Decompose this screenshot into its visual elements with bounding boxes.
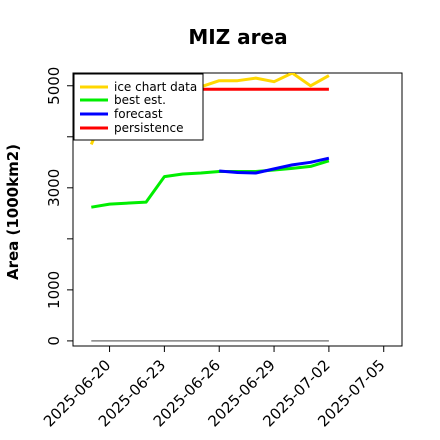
y-tick-label: 5000	[45, 67, 63, 105]
legend-label-forecast: forecast	[114, 107, 163, 121]
chart-title: MIZ area	[188, 25, 287, 49]
legend-label-best-est: best est.	[114, 93, 166, 107]
series-line-forecast	[219, 156, 330, 175]
plot-frame	[72, 72, 403, 347]
legend: ice chart data best est. forecast persis…	[73, 73, 204, 141]
y-axis-label: Area (1000km2)	[4, 144, 22, 280]
y-tick-label: 3000	[45, 169, 63, 207]
y-tick-label: 1000	[45, 271, 63, 309]
y-axis: 0 1000 3000 5000	[45, 67, 73, 346]
legend-label-persistence: persistence	[114, 121, 183, 135]
legend-label-ice-chart: ice chart data	[114, 80, 197, 94]
x-axis: 2025-06-202025-06-232025-06-262025-06-29…	[40, 346, 389, 430]
series-line-best-est-	[91, 159, 330, 209]
y-tick-label: 0	[45, 336, 63, 346]
